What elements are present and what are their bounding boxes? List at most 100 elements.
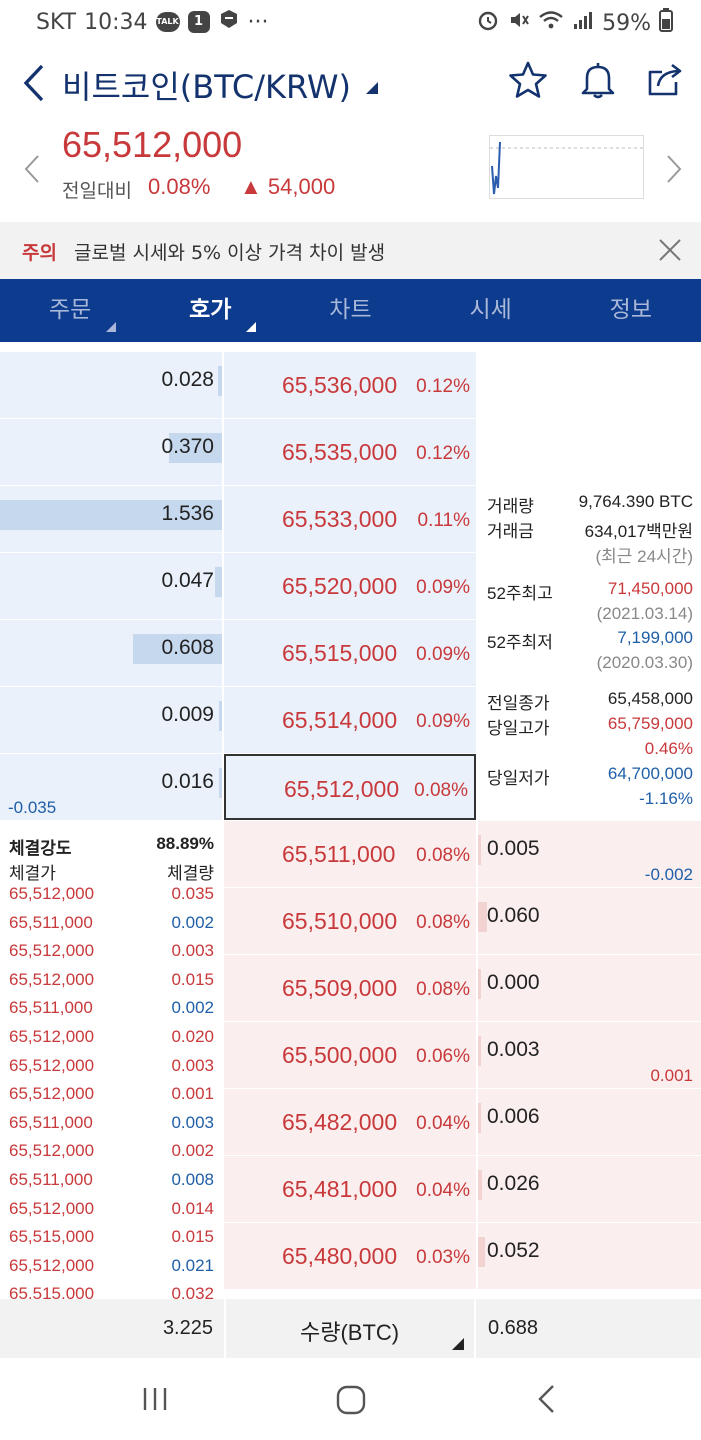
prev-close-label: 전일종가 [487, 694, 550, 713]
alert-button[interactable] [578, 60, 618, 100]
bid-row[interactable]: 65,480,000 0.03% 0.052 [0, 1223, 701, 1289]
bid-price-cell[interactable]: 65,480,000 0.03% [224, 1223, 476, 1289]
recent-apps-button[interactable] [135, 1380, 175, 1420]
coin-title[interactable]: 비트코인(BTC/KRW) [62, 68, 352, 106]
bid-row[interactable]: 65,511,000 0.08% 0.005 -0.002 [0, 821, 701, 887]
trade-row: 65,512,000 0.002 [9, 1141, 214, 1169]
tab-chart[interactable]: 차트 [280, 279, 420, 342]
tab-orderbook[interactable]: 호가 [140, 279, 280, 342]
ask-qty-cell[interactable]: 0.016 -0.035 [0, 754, 222, 820]
prev-coin-button[interactable] [22, 154, 42, 184]
sparkline [490, 141, 645, 195]
ask-row[interactable]: 0.009 65,514,000 0.09% [0, 687, 701, 753]
bid-qty-cell[interactable]: 0.006 [478, 1089, 701, 1155]
bid-qty-cell[interactable]: 0.005 -0.002 [478, 821, 701, 887]
trade-row: 65,512,000 0.003 [9, 941, 214, 969]
ask-qty-cell[interactable]: 0.028 [0, 352, 222, 418]
close-warning-button[interactable] [656, 236, 684, 264]
bid-price: 65,481,000 [282, 1176, 398, 1202]
bid-pct: 0.03% [416, 1247, 470, 1268]
trade-qty: 0.015 [171, 969, 214, 989]
ask-row[interactable]: 0.016 -0.035 65,512,000 0.08% [0, 754, 701, 820]
bid-qty-bar [478, 1170, 482, 1200]
ask-qty-cell[interactable]: 0.608 [0, 620, 222, 686]
ask-pct: 0.11% [417, 510, 470, 531]
trade-row: 65,512,000 0.020 [9, 1027, 214, 1055]
ask-qty-cell[interactable]: 0.047 [0, 553, 222, 619]
ask-price-cell[interactable]: 65,533,000 0.11% [224, 486, 476, 552]
ask-pct: 0.12% [416, 443, 470, 464]
ask-price-cell[interactable]: 65,514,000 0.09% [224, 687, 476, 753]
bid-price-cell[interactable]: 65,510,000 0.08% [224, 888, 476, 954]
bid-price-cell[interactable]: 65,482,000 0.04% [224, 1089, 476, 1155]
bid-row[interactable]: 65,509,000 0.08% 0.000 [0, 955, 701, 1021]
high52-label: 52주최고 [487, 584, 553, 603]
ask-price-cell[interactable]: 65,535,000 0.12% [224, 419, 476, 485]
bid-qty-cell[interactable]: 0.000 [478, 955, 701, 1021]
bid-row[interactable]: 65,510,000 0.08% 0.060 [0, 888, 701, 954]
tab-market-price[interactable]: 시세 [421, 279, 561, 342]
next-coin-button[interactable] [664, 154, 684, 184]
share-button[interactable] [646, 60, 686, 100]
ask-qty-cell[interactable]: 1.536 [0, 486, 222, 552]
ask-qty-cell[interactable]: 0.370 [0, 419, 222, 485]
bid-qty-cell[interactable]: 0.003 0.001 [478, 1022, 701, 1088]
bid-qty-cell[interactable]: 0.060 [478, 888, 701, 954]
recents-icon [143, 1388, 167, 1410]
bid-row[interactable]: 65,500,000 0.06% 0.003 0.001 [0, 1022, 701, 1088]
ask-price-cell[interactable]: 65,536,000 0.12% [224, 352, 476, 418]
mini-price-chart[interactable] [489, 135, 645, 199]
ask-qty-cell[interactable]: 0.009 [0, 687, 222, 753]
bid-row[interactable]: 65,481,000 0.04% 0.026 [0, 1156, 701, 1222]
home-button[interactable] [331, 1380, 371, 1420]
system-back-button[interactable] [527, 1380, 567, 1420]
ask-row[interactable]: 0.370 65,535,000 0.12% [0, 419, 701, 485]
ask-row[interactable]: 1.536 65,533,000 0.11% [0, 486, 701, 552]
bid-price-cell[interactable]: 65,500,000 0.06% [224, 1022, 476, 1088]
share-icon [648, 63, 682, 96]
ask-qty: 0.370 [161, 435, 214, 458]
bid-qty-cell[interactable]: 0.026 [478, 1156, 701, 1222]
ask-pct: 0.09% [416, 644, 470, 665]
trade-row: 65,512,000 0.003 [9, 1056, 214, 1084]
trade-qty-header: 체결량 [167, 864, 214, 883]
bid-qty-bar [478, 835, 481, 865]
back-button[interactable] [18, 60, 50, 106]
high52-value: 71,450,000 [607, 579, 693, 598]
bid-price-cell[interactable]: 65,511,000 0.08% [224, 821, 476, 887]
high52-date: (2021.03.14) [596, 604, 693, 623]
ask-row[interactable]: 0.047 65,520,000 0.09% [0, 553, 701, 619]
ask-pct: 0.09% [416, 577, 470, 598]
bid-row[interactable]: 65,482,000 0.04% 0.006 [0, 1089, 701, 1155]
trade-qty: 0.020 [171, 1027, 214, 1046]
trade-price: 65,511,000 [9, 912, 93, 932]
ask-price-cell[interactable]: 65,512,000 0.08% [224, 754, 476, 820]
amount-value: 634,017백만원 [584, 522, 693, 541]
bid-price-cell[interactable]: 65,481,000 0.04% [224, 1156, 476, 1222]
wifi-icon [538, 9, 564, 37]
bid-qty: 0.006 [487, 1105, 540, 1128]
ask-qty-bar [215, 567, 222, 597]
bid-qty-cell[interactable]: 0.052 [478, 1223, 701, 1289]
ask-price-cell[interactable]: 65,520,000 0.09% [224, 553, 476, 619]
tab-info[interactable]: 정보 [561, 279, 701, 342]
ask-qty-bar [0, 500, 222, 530]
tab-order[interactable]: 주문 [0, 279, 140, 342]
app-shield-icon [218, 8, 240, 36]
ask-price: 65,520,000 [282, 573, 398, 599]
ask-row[interactable]: 0.608 65,515,000 0.09% [0, 620, 701, 686]
trade-price: 65,512,000 [9, 969, 95, 989]
unit-selector[interactable]: 수량(BTC) [224, 1299, 476, 1358]
ask-pct: 0.12% [416, 376, 470, 397]
bid-qty: 0.026 [487, 1172, 540, 1195]
dropdown-triangle-icon[interactable] [364, 80, 380, 96]
ask-row[interactable]: 0.028 65,536,000 0.12% [0, 352, 701, 418]
back-icon [538, 1385, 554, 1413]
ask-qty: 0.028 [161, 368, 214, 391]
tab-label: 주문 [48, 297, 92, 323]
bid-price-cell[interactable]: 65,509,000 0.08% [224, 955, 476, 1021]
ask-price-cell[interactable]: 65,515,000 0.09% [224, 620, 476, 686]
bid-qty: 0.052 [487, 1239, 540, 1262]
star-icon [509, 61, 547, 98]
favorite-button[interactable] [508, 60, 548, 100]
